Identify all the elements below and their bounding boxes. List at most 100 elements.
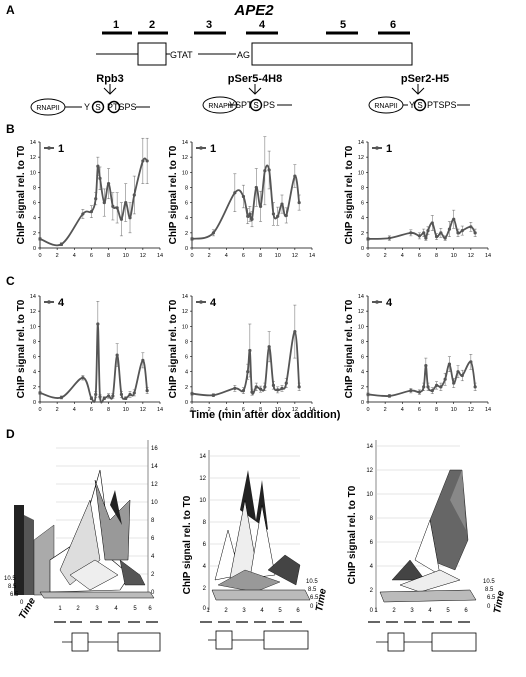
panel-label-a: A [6,3,15,17]
data-point [443,236,447,240]
data-point [422,231,426,235]
data-point [417,234,422,238]
data-point [271,212,276,216]
y-tick-label: 8 [185,185,188,191]
data-point [409,231,413,235]
y-tick-label: 6 [361,201,364,207]
ribbon-plot-pser5: ChIP signal rel. to T0 14 12 10 8 6 4 2 … [182,450,329,650]
motif-ag: AG [237,50,250,60]
data-point [106,394,111,398]
data-point [447,227,452,231]
legend-marker [199,300,203,304]
svg-text:8: 8 [151,518,155,524]
x-tick-label: 0 [38,407,41,413]
data-point [366,392,370,397]
data-point [267,168,271,172]
y-tick-label: 14 [30,294,36,300]
y-tick-label: 6 [361,355,364,361]
data-point [141,358,145,362]
y-tick-label: 4 [33,370,36,376]
y-axis-title: ChIP signal rel. to T0 [168,299,179,398]
x-tick-label: 12 [140,407,146,413]
svg-text:0: 0 [203,606,207,612]
data-point [89,396,94,400]
legend-label: 1 [58,143,64,155]
y-tick-label: 14 [182,140,188,146]
x-tick-label: 2 [56,253,59,259]
svg-text:14: 14 [199,454,206,460]
y-axis-title: ChIP signal rel. to T0 [344,145,355,244]
legend-marker [47,146,51,150]
data-point [94,197,98,201]
x-tick-label: 4 [73,407,76,413]
svg-text:8.5: 8.5 [8,584,17,590]
x-tick-label: 14 [157,407,163,413]
y-tick-label: 0 [361,400,364,406]
data-point [96,164,100,168]
y-tick-label: 14 [182,294,188,300]
x-tick-label: 6 [418,253,421,259]
data-point [276,388,280,392]
y-tick-label: 12 [182,155,188,161]
y-tick-label: 4 [361,370,364,376]
svg-text:6: 6 [148,606,152,612]
x-tick-label: 14 [157,253,163,259]
svg-text:3: 3 [95,606,99,612]
polymerase-label: RNAPII [374,103,397,110]
svg-text:4: 4 [370,564,374,570]
y-tick-label: 4 [185,216,188,222]
y-tick-label: 12 [30,155,36,161]
ctd-right: PTSPS [427,100,457,110]
legend-marker [47,300,51,304]
data-point [366,237,370,241]
ctd-right: PS [263,100,275,110]
y-tick-label: 0 [33,246,36,252]
gene-name: APE2 [233,2,274,19]
y-tick-label: 2 [33,385,36,391]
y-tick-label: 2 [185,231,188,237]
data-point [452,217,456,221]
data-point [190,237,194,241]
svg-text:1: 1 [206,608,210,614]
svg-text:10: 10 [199,498,206,504]
antibody-name-pser2: pSer2-H5 [401,73,449,85]
data-point [284,213,288,218]
svg-text:0: 0 [151,590,155,596]
y-tick-label: 10 [30,170,36,176]
depth-ticks: 10.5 8.5 6.5 0 [4,576,24,606]
y-tick-label: 8 [33,185,36,191]
y-tick-label: 2 [185,385,188,391]
data-point [271,383,276,387]
x-tick-label: 10 [275,407,281,413]
svg-text:6.5: 6.5 [10,592,19,598]
data-point [276,214,280,218]
data-point [284,381,288,385]
y-tick-label: 0 [185,246,188,252]
data-point [59,395,64,400]
data-point [426,385,430,389]
data-point [81,212,85,216]
data-point [132,391,136,395]
data-point [102,396,106,400]
data-point [94,392,98,397]
x-tick-label: 0 [366,253,369,259]
y-tick-label: 6 [185,201,188,207]
y-tick-label: 0 [33,400,36,406]
y-tick-label: 4 [361,216,364,222]
ctd-right: PTSPS [107,102,137,112]
antibody-pser2: pSer2-H5 RNAPII Y S PTSPS [368,73,470,114]
svg-text:S: S [253,101,258,110]
y-axis-title: ChIP signal rel. to T0 [344,299,355,398]
data-point [89,210,94,214]
data-point [460,228,464,233]
x-tick-label: 4 [401,253,404,259]
data-point [59,242,64,246]
data-point [254,185,258,190]
svg-text:8: 8 [203,520,207,526]
x-tick-label: 0 [190,253,193,259]
motif-gtat: GTAT [170,50,193,60]
svg-text:S: S [417,101,422,110]
depth-ticks: 10.5 8.5 6.5 0 [306,579,319,610]
panel-label-d: D [6,427,15,441]
